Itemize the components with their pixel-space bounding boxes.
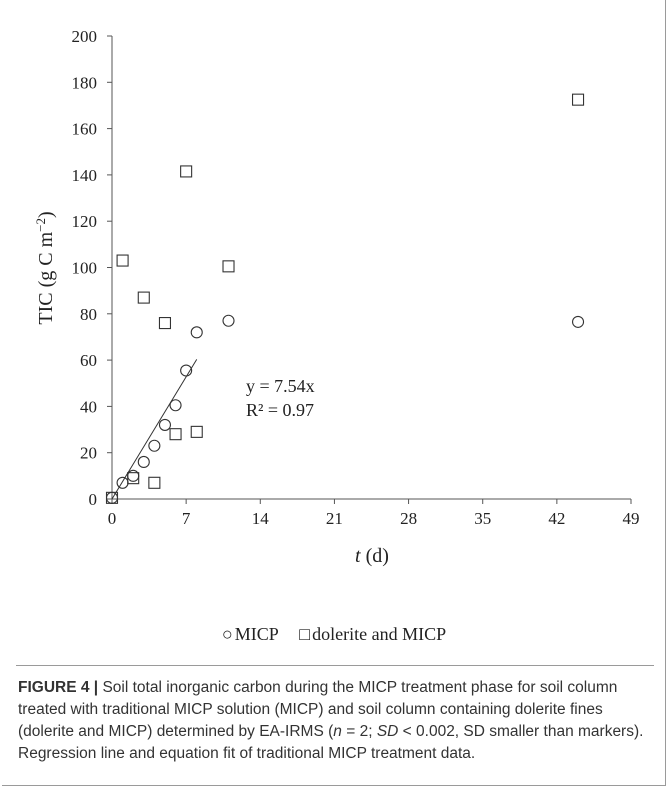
micp-point: [158, 418, 172, 431]
caption-n: n: [333, 723, 342, 740]
y-tick-label: 80: [80, 305, 97, 324]
micp-point: [222, 314, 235, 327]
x-tick-label: 21: [326, 509, 343, 528]
trendline-equation: y = 7.54x: [246, 376, 315, 396]
x-tick-label: 0: [108, 509, 117, 528]
x-tick-label: 42: [548, 509, 565, 528]
y-axis-title-close: ): [35, 211, 57, 218]
y-tick-label: 120: [72, 212, 98, 231]
trendline: [111, 359, 198, 500]
legend-label-dolerite: dolerite and MICP: [312, 624, 447, 644]
caption-figure-label: FIGURE 4 |: [18, 679, 99, 696]
dolerite-micp-point: [158, 317, 172, 330]
x-tick-label: 49: [623, 509, 640, 528]
micp-point: [180, 364, 193, 377]
y-tick-label: 0: [89, 490, 98, 509]
y-tick-label: 180: [72, 73, 98, 92]
chart-legend: ○ MICP □ dolerite and MICP: [0, 624, 668, 645]
x-tick-label: 35: [474, 509, 491, 528]
trendline-r-squared: R² = 0.97: [246, 400, 314, 420]
x-tick-label: 14: [252, 509, 270, 528]
caption-text-2: = 2;: [341, 723, 377, 740]
figure-caption: FIGURE 4 | Soil total inorganic carbon d…: [18, 677, 654, 765]
micp-point: [137, 455, 150, 469]
legend-item-dolerite: □ dolerite and MICP: [299, 624, 446, 645]
y-axis-title-main: TIC (g C m: [35, 231, 57, 324]
circle-marker-icon: ○: [221, 624, 233, 644]
square-marker-icon: □: [299, 624, 311, 644]
y-tick-label: 60: [80, 351, 97, 370]
micp-point: [190, 326, 203, 339]
caption-divider: [16, 665, 654, 666]
y-tick-label: 200: [72, 27, 98, 46]
y-tick-label: 20: [80, 444, 97, 463]
y-axis-title-sup: −2: [33, 218, 48, 232]
dolerite-micp-point: [105, 491, 119, 504]
y-tick-label: 160: [72, 120, 98, 139]
y-tick-label: 100: [72, 259, 98, 278]
micp-point: [148, 439, 161, 452]
x-axis-title: t (d): [355, 545, 389, 567]
x-axis-title-italic: t: [355, 545, 361, 567]
dolerite-micp-point: [190, 425, 203, 438]
dolerite-micp-point: [148, 476, 161, 489]
dolerite-micp-point: [137, 291, 150, 304]
scatter-chart: 0 20 40 60 80 100 120 140 160 180 200 0 7 14 21 28 35 42 4…: [33, 27, 640, 567]
axes: 0 20 40 60 80 100 120 140 160 180 200 0 7 14 21 28 35 42 4…: [72, 27, 640, 528]
dolerite-micp-point: [222, 260, 235, 273]
caption-text-3: < 0.002, SD smaller than markers). Regre…: [18, 723, 644, 762]
dolerite-micp-point: [116, 254, 129, 267]
x-axis-title-unit: (d): [361, 545, 389, 567]
y-tick-label: 140: [72, 166, 98, 185]
caption-text-1: Soil total inorganic carbon during the M…: [18, 679, 618, 740]
caption-sd: SD: [376, 723, 399, 740]
micp-point: [127, 469, 140, 482]
y-axis-title: TIC (g C m−2): [33, 211, 57, 324]
x-tick-label: 28: [400, 509, 417, 528]
dolerite-micp-point: [127, 472, 140, 485]
y-tick-label: 40: [80, 397, 97, 416]
micp-point: [169, 399, 182, 412]
x-tick-label: 7: [182, 509, 191, 528]
micp-point: [116, 476, 129, 489]
legend-item-micp: ○ MICP: [222, 624, 279, 645]
micp-point: [571, 315, 585, 328]
dolerite-micp-point: [180, 165, 193, 178]
data-points: [105, 93, 585, 504]
dolerite-micp-point: [169, 428, 182, 441]
dolerite-micp-point: [571, 93, 585, 106]
trendline-group: [111, 359, 198, 500]
legend-label-micp: MICP: [234, 624, 279, 644]
